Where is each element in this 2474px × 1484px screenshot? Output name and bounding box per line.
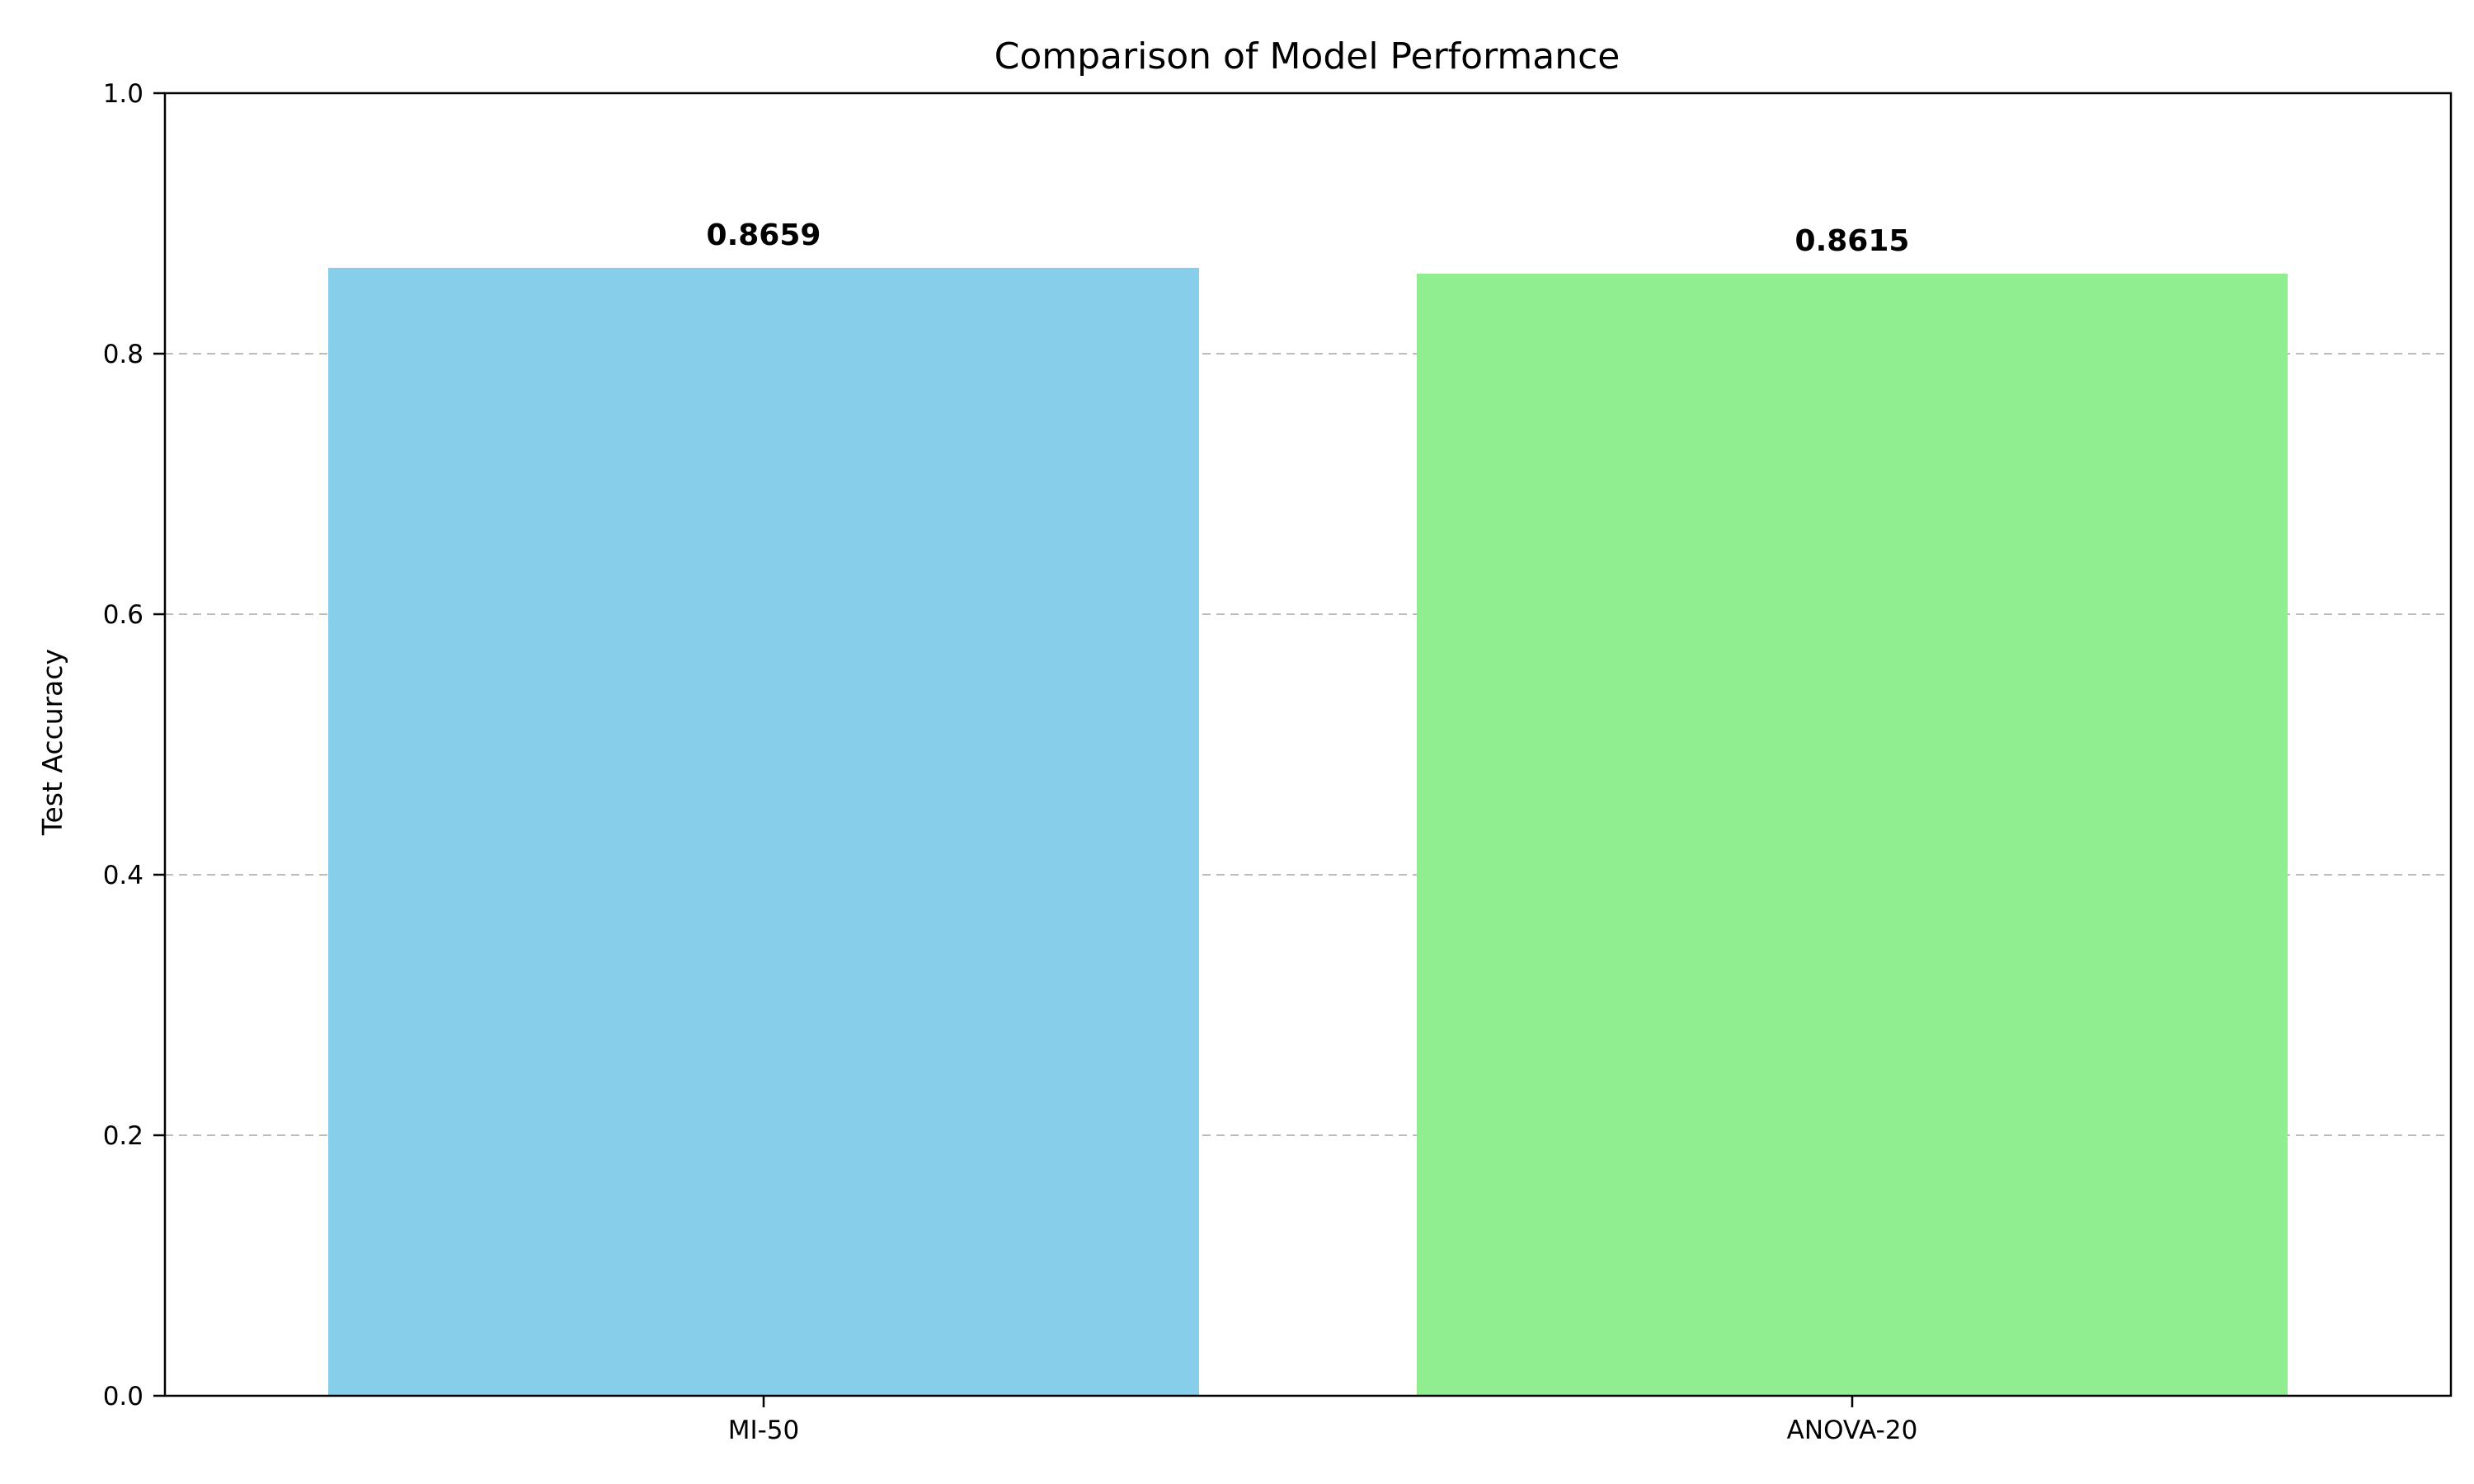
y-tick-label: 0.2	[103, 1121, 143, 1151]
y-tick-label: 0.8	[103, 340, 143, 369]
bars	[328, 267, 2288, 1397]
y-tick-label: 1.0	[103, 79, 143, 109]
bar-value-label: 0.8615	[1795, 224, 1910, 258]
chart-title: Comparison of Model Performance	[995, 35, 1620, 77]
bar-value-label: 0.8659	[707, 218, 821, 252]
y-axis-title: Test Accuracy	[36, 649, 68, 836]
y-tick-label: 0.0	[103, 1382, 143, 1411]
axes: MI-50 ANOVA-20 0.0 0.2 0.4 0.6 0.8 1.0	[103, 79, 2453, 1445]
plot-frame	[163, 92, 2453, 1397]
bar-mi-50	[328, 267, 1199, 1397]
x-tick-label: MI-50	[728, 1416, 800, 1445]
bar-anova-20	[1417, 273, 2288, 1397]
y-tick-label: 0.6	[103, 600, 143, 630]
y-tick-label: 0.4	[103, 861, 143, 890]
value-labels: 0.8659 0.8615	[707, 218, 1910, 258]
x-tick-label: ANOVA-20	[1787, 1416, 1918, 1445]
